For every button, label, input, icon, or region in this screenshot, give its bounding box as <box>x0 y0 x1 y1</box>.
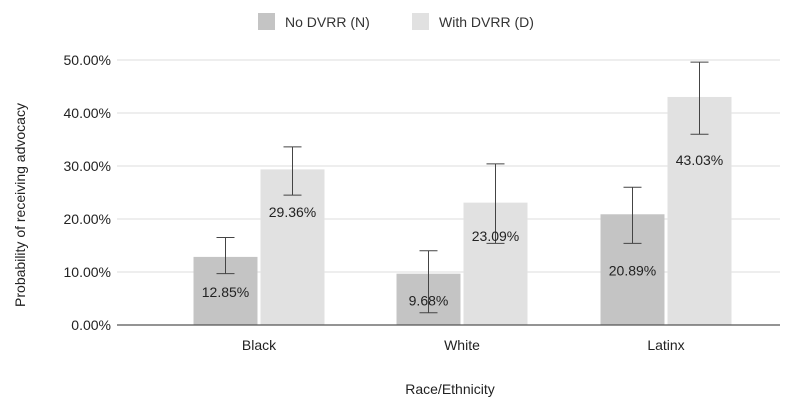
legend-swatch-no-dvrr <box>258 13 275 30</box>
x-axis-categories: Black White Latinx <box>242 337 685 353</box>
legend-swatch-with-dvrr <box>412 13 429 30</box>
y-tick-label: 30.00% <box>64 158 111 174</box>
x-category-label: Latinx <box>647 337 684 353</box>
y-axis-ticks: 0.00% 10.00% 20.00% 30.00% 40.00% 50.00% <box>64 52 111 333</box>
bar <box>667 96 732 325</box>
x-category-label: White <box>444 337 480 353</box>
error-bars <box>216 61 709 314</box>
data-label: 29.36% <box>269 204 316 220</box>
y-tick-label: 20.00% <box>64 211 111 227</box>
data-label: 43.03% <box>676 152 723 168</box>
x-category-label: Black <box>242 337 277 353</box>
y-tick-label: 10.00% <box>64 264 111 280</box>
data-labels: 12.85% 29.36% 9.68% 23.09% 20.89% 43.03% <box>202 152 723 309</box>
data-label: 12.85% <box>202 284 249 300</box>
legend-label-no-dvrr: No DVRR (N) <box>285 14 370 30</box>
y-axis-title: Probability of receiving advocacy <box>12 103 28 307</box>
legend-label-with-dvrr: With DVRR (D) <box>439 14 534 30</box>
data-label: 20.89% <box>609 263 656 279</box>
data-label: 23.09% <box>472 228 519 244</box>
legend: No DVRR (N) With DVRR (D) <box>258 13 534 30</box>
x-axis-title: Race/Ethnicity <box>405 381 494 397</box>
data-label: 9.68% <box>409 292 449 308</box>
y-tick-label: 40.00% <box>64 105 111 121</box>
y-tick-label: 0.00% <box>71 317 111 333</box>
y-tick-label: 50.00% <box>64 52 111 68</box>
